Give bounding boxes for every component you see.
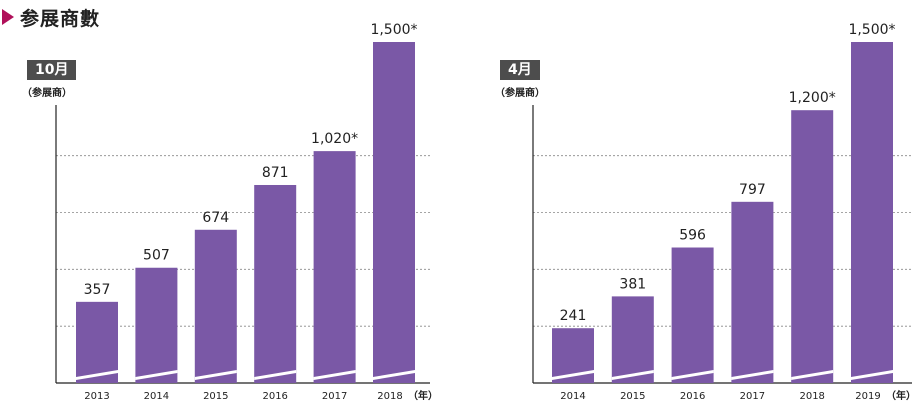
data-label: 1,020* [311, 131, 358, 147]
data-label: 357 [84, 282, 111, 298]
data-label: 674 [202, 210, 229, 226]
x-axis-unit: （年） [886, 389, 912, 402]
data-label: 1,200* [789, 90, 836, 106]
data-label: 871 [262, 165, 289, 181]
chart-title-badge: 4月 [500, 60, 540, 80]
x-tick-label: 2016 [680, 391, 705, 402]
x-tick-label: 2017 [740, 391, 765, 402]
x-tick-label: 2017 [322, 391, 347, 402]
y-axis-label: （参展商） [22, 88, 72, 99]
data-label: 507 [143, 248, 170, 264]
bar [851, 42, 893, 383]
bar [194, 229, 237, 383]
chart-april: 4月 （参展商） 241 2014 381 2015 596 2016 797 2017 1,2… [470, 0, 912, 403]
x-tick-label: 2014 [144, 391, 169, 402]
axis-break-mark [313, 370, 356, 380]
triangle-bullet-icon [2, 9, 14, 25]
axis-break-mark [791, 370, 834, 380]
axis-break-mark [552, 370, 594, 380]
data-label: 1,500* [370, 22, 417, 38]
axis-break-mark [254, 370, 297, 380]
axis-break-mark [671, 370, 714, 380]
bar [373, 42, 415, 383]
bar-chart-october: 357 2013 507 2014 674 2015 871 2016 1,020* 2017 1,… [55, 22, 438, 402]
chart-october: 10月 （参展商） 357 2013 507 2014 674 2015 871 2016 1,… [0, 0, 450, 403]
data-label: 241 [560, 308, 587, 324]
data-label: 797 [739, 182, 766, 198]
axis-break-mark [611, 370, 654, 380]
axis-break-mark [851, 370, 893, 380]
bar [76, 301, 118, 383]
x-tick-label: 2015 [620, 391, 645, 402]
x-tick-label: 2015 [203, 391, 228, 402]
axis-break-mark [194, 370, 237, 380]
bar-chart-april: 241 2014 381 2015 596 2016 797 2017 1,200* 2018 1,… [532, 22, 912, 402]
axis-break-mark [373, 370, 415, 380]
x-tick-label: 2013 [84, 391, 109, 402]
bar [135, 267, 178, 383]
bar [791, 110, 834, 383]
data-label: 596 [679, 228, 706, 244]
x-tick-label: 2016 [262, 391, 287, 402]
y-axis-label: （参展商） [495, 88, 545, 99]
axis-break-mark [731, 370, 774, 380]
data-label: 1,500* [848, 22, 895, 38]
bar [313, 151, 356, 383]
axis-break-mark [135, 370, 178, 380]
chart-title-badge: 10月 [27, 60, 77, 80]
bar [671, 247, 714, 383]
page-title: 参展商數 [20, 7, 101, 30]
header: 参展商數 [0, 2, 100, 32]
x-tick-label: 2018 [799, 391, 824, 402]
bar [254, 184, 297, 383]
x-axis-unit: （年） [408, 389, 438, 402]
bar [731, 201, 774, 383]
axis-break-mark [76, 370, 118, 380]
bar [611, 296, 654, 383]
x-tick-label: 2019 [855, 391, 880, 402]
x-tick-label: 2018 [377, 391, 402, 402]
x-tick-label: 2014 [560, 391, 585, 402]
data-label: 381 [619, 276, 646, 292]
